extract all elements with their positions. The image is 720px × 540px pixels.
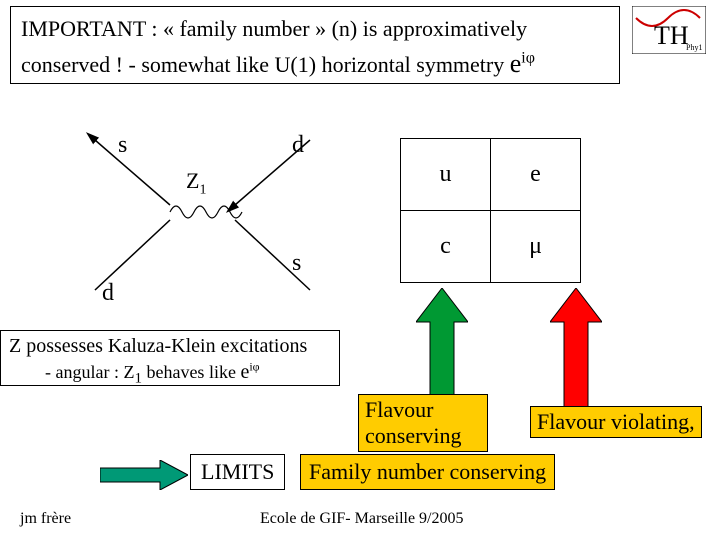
feynman-diagram: s d d s Z1: [60, 130, 340, 330]
limits-arrow: [100, 460, 188, 490]
logo-box: TH Phy1: [632, 6, 706, 54]
limits-box: LIMITS: [190, 454, 285, 490]
footer-venue: Ecole de GIF- Marseille 9/2005: [260, 510, 464, 528]
family-conserving-label: Family number conserving: [300, 454, 555, 490]
cell-c: c: [401, 211, 491, 283]
cell-mu: μ: [491, 211, 581, 283]
red-arrow: [550, 288, 602, 408]
cell-e: e: [491, 139, 581, 211]
footer-author: jm frère: [20, 510, 71, 528]
logo-svg: TH Phy1: [632, 6, 706, 54]
z1-label: Z1: [186, 168, 206, 198]
particle-table: u e c μ: [400, 138, 581, 283]
cell-u: u: [401, 139, 491, 211]
kk-box: Z possesses Kaluza-Klein excitations - a…: [0, 330, 340, 386]
label-d-bot: d: [102, 280, 114, 307]
kk-line2: - angular : Z1 behaves like eiφ: [9, 359, 331, 389]
kk-line1: Z possesses Kaluza-Klein excitations: [9, 333, 331, 359]
label-s-top: s: [118, 132, 127, 159]
svg-text:Phy1: Phy1: [686, 43, 702, 52]
green-arrow: [416, 288, 468, 396]
important-line1: IMPORTANT : « family number » (n) is app…: [21, 16, 527, 41]
label-d-top: d: [292, 132, 304, 159]
important-sup: iφ: [521, 49, 535, 66]
important-box: IMPORTANT : « family number » (n) is app…: [10, 6, 620, 84]
important-line2a: conserved ! - somewhat like U(1) horizon…: [21, 52, 510, 77]
label-s-mid: s: [292, 250, 301, 277]
svg-text:TH: TH: [654, 21, 689, 50]
important-sym: e: [510, 49, 522, 78]
flavour-conserving-label: Flavour conserving: [358, 394, 488, 452]
flavour-violating-label: Flavour violating,: [530, 406, 702, 438]
